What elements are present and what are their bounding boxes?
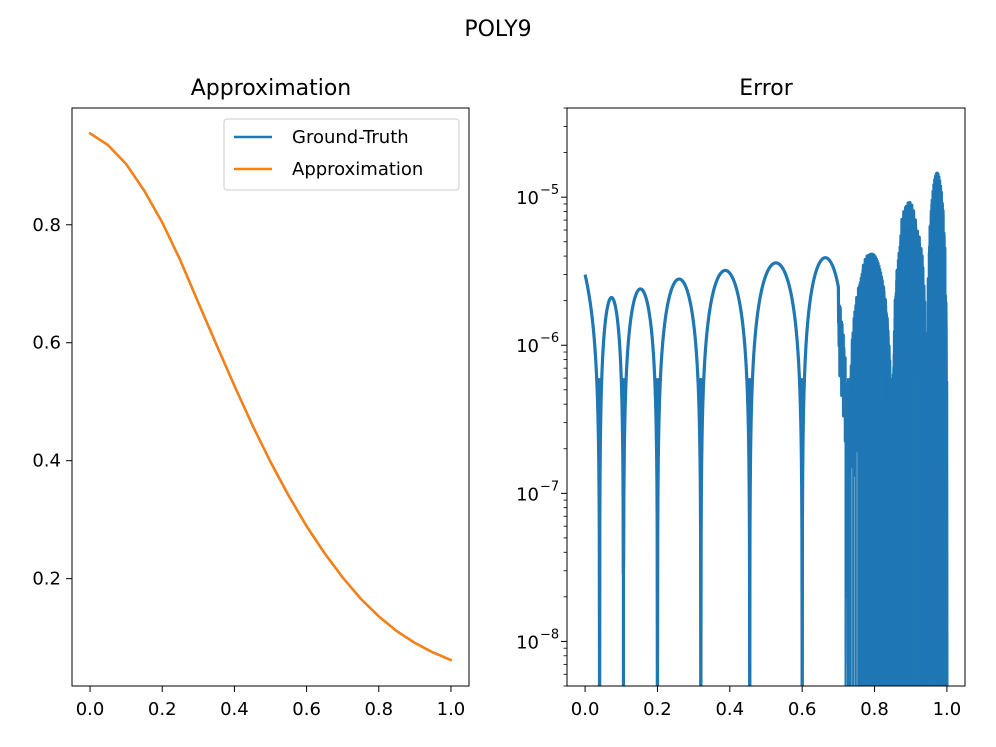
x-tick-label: 0.6 <box>292 699 321 720</box>
x-tick-label: 1.0 <box>933 699 962 720</box>
x-tick-label: 0.0 <box>76 699 105 720</box>
x-tick-label: 0.2 <box>643 699 672 720</box>
error-panel: Error 0.0 0.2 0.4 0.6 0.8 1.0 10−810−710 −610−… <box>516 76 966 720</box>
error-plot-area <box>583 171 949 686</box>
legend-label-approximation: Approximation <box>292 159 423 180</box>
x-tick-label: 0.0 <box>571 699 600 720</box>
approximation-y-axis: 0.2 0.4 0.6 0.8 <box>32 215 72 590</box>
approximation-axes-frame <box>71 107 470 687</box>
y-tick-label: 10 <box>516 188 539 209</box>
y-tick-label: 0.6 <box>32 333 61 354</box>
error-axes-frame <box>566 107 966 687</box>
y-tick-label: 10 <box>516 632 539 653</box>
x-tick-label: 0.6 <box>788 699 817 720</box>
x-tick-label: 0.8 <box>860 699 889 720</box>
approximation-panel: Approximation 0.0 0.2 0.4 0.6 0.8 1.0 0.20.40… <box>32 76 470 720</box>
x-tick-label: 0.8 <box>364 699 393 720</box>
legend-box <box>223 118 460 191</box>
y-tick-label: 0.8 <box>32 215 61 236</box>
x-tick-label: 0.2 <box>148 699 177 720</box>
x-tick-label: 1.0 <box>437 699 466 720</box>
legend: Ground-Truth Approximation <box>223 118 460 191</box>
figure-title: POLY9 <box>464 17 531 42</box>
y-tick-exponent: −8 <box>540 627 559 642</box>
y-tick-label: 10 <box>516 336 539 357</box>
legend-label-ground-truth: Ground-Truth <box>292 127 409 148</box>
x-tick-label: 0.4 <box>715 699 744 720</box>
y-tick-label: 0.2 <box>32 569 61 590</box>
x-tick-label: 0.4 <box>220 699 249 720</box>
approximation-x-axis: 0.0 0.2 0.4 0.6 0.8 1.0 <box>76 686 466 720</box>
y-tick-exponent: −7 <box>540 479 559 494</box>
approximation-panel-title: Approximation <box>191 76 352 101</box>
error-panel-title: Error <box>739 76 794 101</box>
y-tick-label: 10 <box>516 484 539 505</box>
error-y-axis: 10−810−710−610−5 <box>516 107 567 687</box>
approximation-plot-area <box>88 132 453 662</box>
y-tick-exponent: −6 <box>540 331 559 346</box>
series-line-ground-truth <box>88 132 453 662</box>
series-line-approximation <box>88 132 453 662</box>
y-tick-label: 0.4 <box>32 451 61 472</box>
y-tick-exponent: −5 <box>540 183 559 198</box>
error-x-axis: 0.0 0.2 0.4 0.6 0.8 1.0 <box>571 686 961 720</box>
